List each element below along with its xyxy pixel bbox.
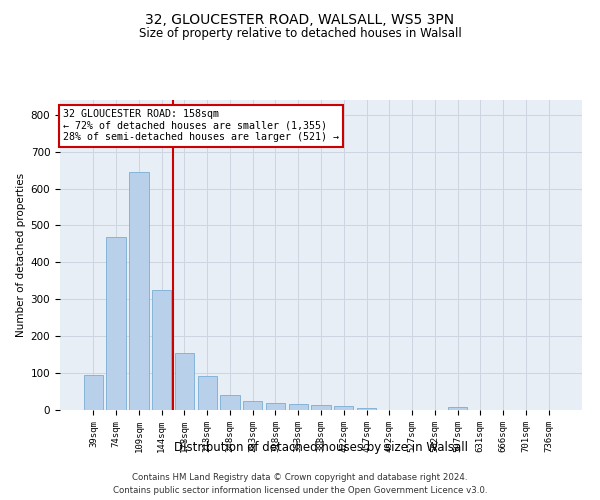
Bar — [152, 290, 172, 410]
Bar — [129, 172, 149, 410]
Bar — [311, 405, 331, 410]
Bar — [84, 375, 103, 410]
Text: 32, GLOUCESTER ROAD, WALSALL, WS5 3PN: 32, GLOUCESTER ROAD, WALSALL, WS5 3PN — [145, 12, 455, 26]
Bar — [220, 395, 239, 410]
Bar — [334, 406, 353, 410]
Bar — [357, 408, 376, 410]
Text: Distribution of detached houses by size in Walsall: Distribution of detached houses by size … — [174, 441, 468, 454]
Text: Size of property relative to detached houses in Walsall: Size of property relative to detached ho… — [139, 28, 461, 40]
Bar — [197, 376, 217, 410]
Bar — [106, 236, 126, 410]
Y-axis label: Number of detached properties: Number of detached properties — [16, 173, 26, 337]
Bar — [266, 402, 285, 410]
Bar — [243, 401, 262, 410]
Text: Contains HM Land Registry data © Crown copyright and database right 2024.: Contains HM Land Registry data © Crown c… — [132, 474, 468, 482]
Text: 32 GLOUCESTER ROAD: 158sqm
← 72% of detached houses are smaller (1,355)
28% of s: 32 GLOUCESTER ROAD: 158sqm ← 72% of deta… — [62, 110, 338, 142]
Text: Contains public sector information licensed under the Open Government Licence v3: Contains public sector information licen… — [113, 486, 487, 495]
Bar — [448, 408, 467, 410]
Bar — [289, 404, 308, 410]
Bar — [175, 353, 194, 410]
